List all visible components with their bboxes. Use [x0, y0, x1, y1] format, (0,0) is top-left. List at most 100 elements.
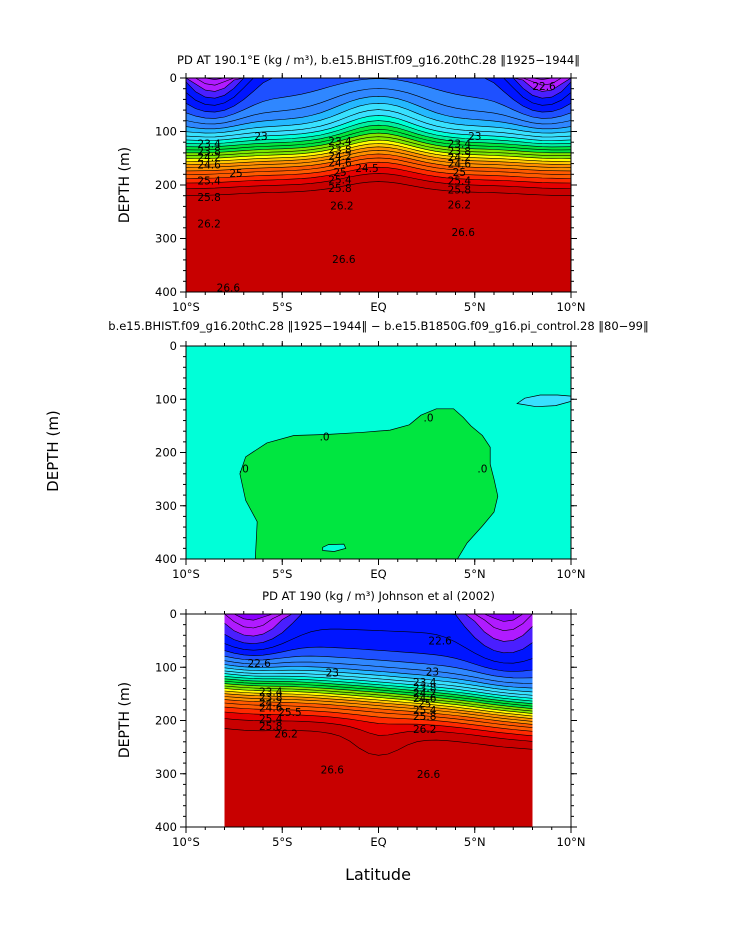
contour-line — [224, 655, 533, 679]
contour-label: 23.4 — [197, 138, 221, 150]
contour-line — [224, 711, 533, 737]
contour-label: 26.2 — [413, 724, 436, 736]
contour-label: 24.6 — [413, 693, 437, 705]
contour-label: .0 — [239, 463, 249, 475]
contour-line — [224, 699, 533, 725]
x-tick-label: 5°N — [464, 300, 486, 314]
contour-label: .0 — [477, 463, 487, 475]
contour-label: 26.6 — [321, 764, 345, 776]
y-tick-label: 0 — [170, 339, 177, 353]
contour-label: 25.8 — [259, 721, 282, 733]
contour-label: 24.2 — [328, 151, 351, 163]
contour-label: 24.6 — [259, 703, 283, 715]
contour-line — [224, 628, 533, 664]
y-tick-label: 100 — [155, 392, 177, 406]
contour-label: 25.5 — [278, 707, 301, 719]
contour-line — [186, 157, 571, 175]
contour-label: 23 — [254, 131, 267, 143]
contour-label: 25.4 — [448, 176, 472, 188]
x-tick-label: 5°N — [464, 835, 486, 849]
contour-line — [186, 139, 571, 159]
y-tick-label: 400 — [155, 552, 177, 566]
contour-label: 25.8 — [197, 192, 220, 204]
y-axis-label: DEPTH (m) — [117, 147, 133, 223]
contour-line — [186, 166, 571, 184]
contour-label: 26.6 — [452, 227, 476, 239]
contour-label: 24.2 — [197, 152, 220, 164]
x-tick-label: 10°S — [172, 835, 200, 849]
contour-label: 22.6 — [428, 636, 452, 648]
contour-label: 25.8 — [448, 184, 471, 196]
contour-label: 25.4 — [413, 705, 437, 717]
contour-label: 23.4 — [259, 687, 283, 699]
contour-line — [224, 718, 533, 742]
contour-line — [224, 690, 533, 717]
contour-label: 23 — [468, 131, 481, 143]
contour-label: 25.8 — [413, 711, 436, 723]
contour-line — [186, 146, 571, 165]
contour-label: 25.8 — [328, 183, 351, 195]
contour-label: 22.6 — [532, 81, 556, 93]
contour-line — [224, 614, 533, 632]
contour-label: 25.4 — [328, 175, 352, 187]
contour-line — [186, 78, 571, 106]
contour-line — [224, 696, 533, 722]
contour-line — [224, 670, 533, 696]
panel-top: 10°S 5°S EQ 5°N 10°N 0 100 200 300 400 PD AT 190.1… — [117, 53, 586, 314]
y-tick-label: 400 — [155, 285, 177, 299]
contour-label: 23.8 — [259, 692, 282, 704]
contour-label: 23.8 — [413, 682, 436, 694]
y-tick-label: 200 — [155, 178, 177, 192]
contour-line — [186, 149, 571, 168]
contour-line — [224, 706, 533, 732]
contour-line — [186, 132, 571, 154]
contour-label: 22.6 — [247, 658, 271, 670]
chart-title: PD AT 190 (kg / m³) Johnson et al (2002) — [262, 589, 495, 603]
contour-line — [224, 693, 533, 720]
x-tick-label: 5°S — [272, 300, 292, 314]
contour-line — [186, 173, 571, 189]
contour-label: 24.2 — [448, 152, 471, 164]
contour-band — [186, 78, 571, 119]
y-tick-label: 400 — [155, 820, 177, 834]
contour-band — [224, 614, 533, 664]
chart-title: b.e15.BHIST.f09_g16.20thC.28 ‖1925−1944‖… — [108, 319, 648, 333]
panel-bottom: 10°S 5°S EQ 5°N 10°N 0 100 200 300 400 PD AT 190 (… — [117, 589, 586, 849]
y-tick-label: 0 — [170, 607, 177, 621]
contour-line — [224, 685, 533, 712]
contour-label: 23.4 — [328, 136, 352, 148]
contour-label: 24.6 — [448, 159, 472, 171]
contour-line — [186, 95, 571, 130]
x-tick-label: 10°N — [557, 567, 586, 581]
contour-band — [186, 78, 571, 86]
region-island — [322, 543, 347, 552]
contour-line — [224, 664, 533, 689]
contour-label: 25 — [229, 168, 242, 180]
region-negative — [516, 394, 571, 408]
x-tick-label: 10°S — [172, 300, 200, 314]
y-tick-label: 200 — [155, 446, 177, 460]
y-tick-label: 300 — [155, 232, 177, 246]
contour-label: 23.4 — [448, 138, 472, 150]
x-tick-label: 10°N — [557, 300, 586, 314]
y-tick-label: 300 — [155, 499, 177, 513]
contour-line — [186, 153, 571, 172]
contour-line — [224, 688, 533, 714]
region-positive — [239, 408, 499, 559]
panel-middle: 10°S 5°S EQ 5°N 10°N 0 100 200 300 400 b.e15.BHIST… — [108, 319, 648, 581]
contour-line — [224, 680, 533, 707]
contour-line — [224, 614, 533, 622]
x-tick-label: 10°N — [557, 835, 586, 849]
contour-label: 26.2 — [197, 219, 220, 231]
contour-line — [224, 660, 533, 684]
contour-line — [186, 136, 571, 156]
contour-label: 23.8 — [197, 146, 220, 158]
contour-line — [224, 728, 533, 756]
contour-line — [186, 120, 571, 145]
contour-line — [186, 102, 571, 134]
contour-label: 23.8 — [328, 145, 351, 157]
contour-line — [186, 161, 571, 179]
contour-label: .0 — [320, 432, 330, 444]
y-tick-label: 100 — [155, 660, 177, 674]
contour-line — [224, 646, 533, 672]
